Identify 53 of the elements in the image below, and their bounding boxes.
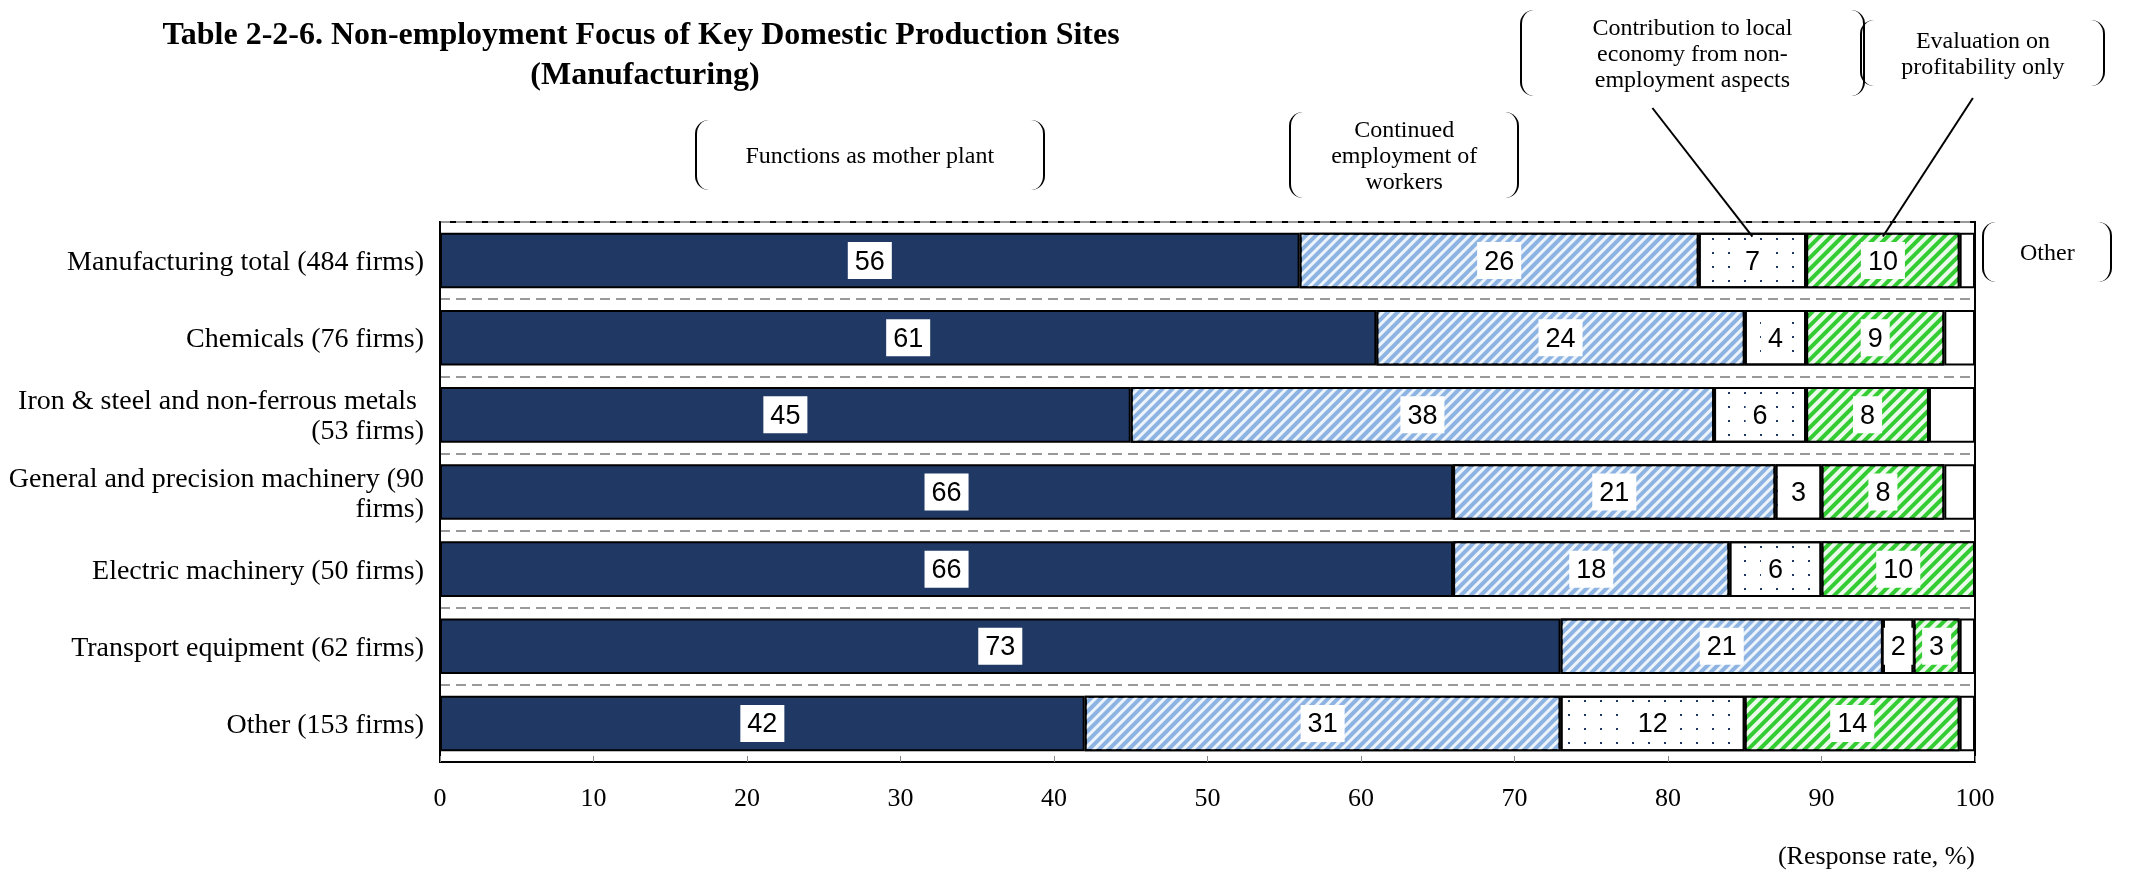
data-label: 73	[985, 631, 1016, 662]
data-label: 21	[1706, 631, 1737, 662]
data-label: 7	[1744, 245, 1760, 276]
data-label: 31	[1307, 708, 1338, 739]
series-label: Continued employment of workers	[1330, 116, 1479, 194]
y-tick-label: Manufacturing total (484 firms)	[67, 245, 424, 277]
x-tick-label: 0	[433, 782, 447, 812]
data-label: 3	[1790, 477, 1806, 507]
series-label: Other	[2019, 239, 2076, 265]
data-label: 21	[1599, 477, 1630, 507]
x-tick-label: 60	[1348, 782, 1374, 812]
data-label: 2	[1890, 631, 1906, 662]
y-tick-label: Transport equipment (62 firms)	[71, 630, 424, 662]
data-label: 18	[1576, 554, 1607, 585]
data-label: 56	[854, 245, 885, 276]
data-label: 38	[1407, 399, 1438, 430]
y-tick-label: General and precision machinery (90 firms)	[8, 461, 424, 523]
data-label: 9	[1867, 322, 1883, 353]
data-label: 6	[1767, 554, 1783, 585]
x-tick-label: 90	[1808, 782, 1835, 812]
x-tick-label: 20	[734, 782, 760, 812]
data-label: 66	[931, 554, 962, 585]
text: Contribution to local economy from non-employment aspects	[1591, 14, 1794, 92]
data-label: 61	[893, 322, 924, 353]
x-tick-label: 30	[887, 782, 914, 812]
data-label: 3	[1929, 631, 1945, 662]
data-label: 8	[1875, 477, 1891, 507]
y-tick-label: Iron & steel and non-ferrous metals (53 firms)	[18, 384, 424, 446]
y-tick-label: Other (153 firms)	[226, 707, 424, 739]
data-label: 42	[747, 708, 778, 739]
x-axis-title: (Response rate, %)	[1777, 840, 1975, 870]
x-tick-label: 40	[1041, 782, 1067, 812]
text: Evaluation on profitability only	[1900, 27, 2066, 79]
x-tick-label: 50	[1194, 782, 1221, 812]
data-label: 26	[1484, 245, 1515, 276]
x-tick-label: 70	[1501, 782, 1528, 812]
x-tick-label: 80	[1655, 782, 1681, 812]
data-label: 14	[1837, 708, 1868, 739]
data-label: 24	[1545, 322, 1576, 353]
x-tick-label: 10	[580, 782, 607, 812]
x-tick-label: 100	[1955, 782, 1995, 812]
data-label: 8	[1860, 399, 1876, 430]
data-label: 4	[1767, 322, 1783, 353]
data-label: 45	[770, 399, 801, 430]
data-label: 6	[1752, 399, 1768, 430]
data-label: 10	[1867, 245, 1898, 276]
data-label: 10	[1883, 554, 1914, 585]
text: Functions as mother plant	[744, 142, 996, 168]
y-tick-label: Chemicals (76 firms)	[186, 322, 424, 354]
y-tick-label: Electric machinery (50 firms)	[92, 553, 424, 585]
data-label: 12	[1637, 708, 1668, 739]
chart-title: Table 2-2-6. Non-employment Focus of Key Domestic Production Sites (Manufacturing)	[162, 15, 1128, 91]
data-label: 66	[931, 477, 962, 507]
